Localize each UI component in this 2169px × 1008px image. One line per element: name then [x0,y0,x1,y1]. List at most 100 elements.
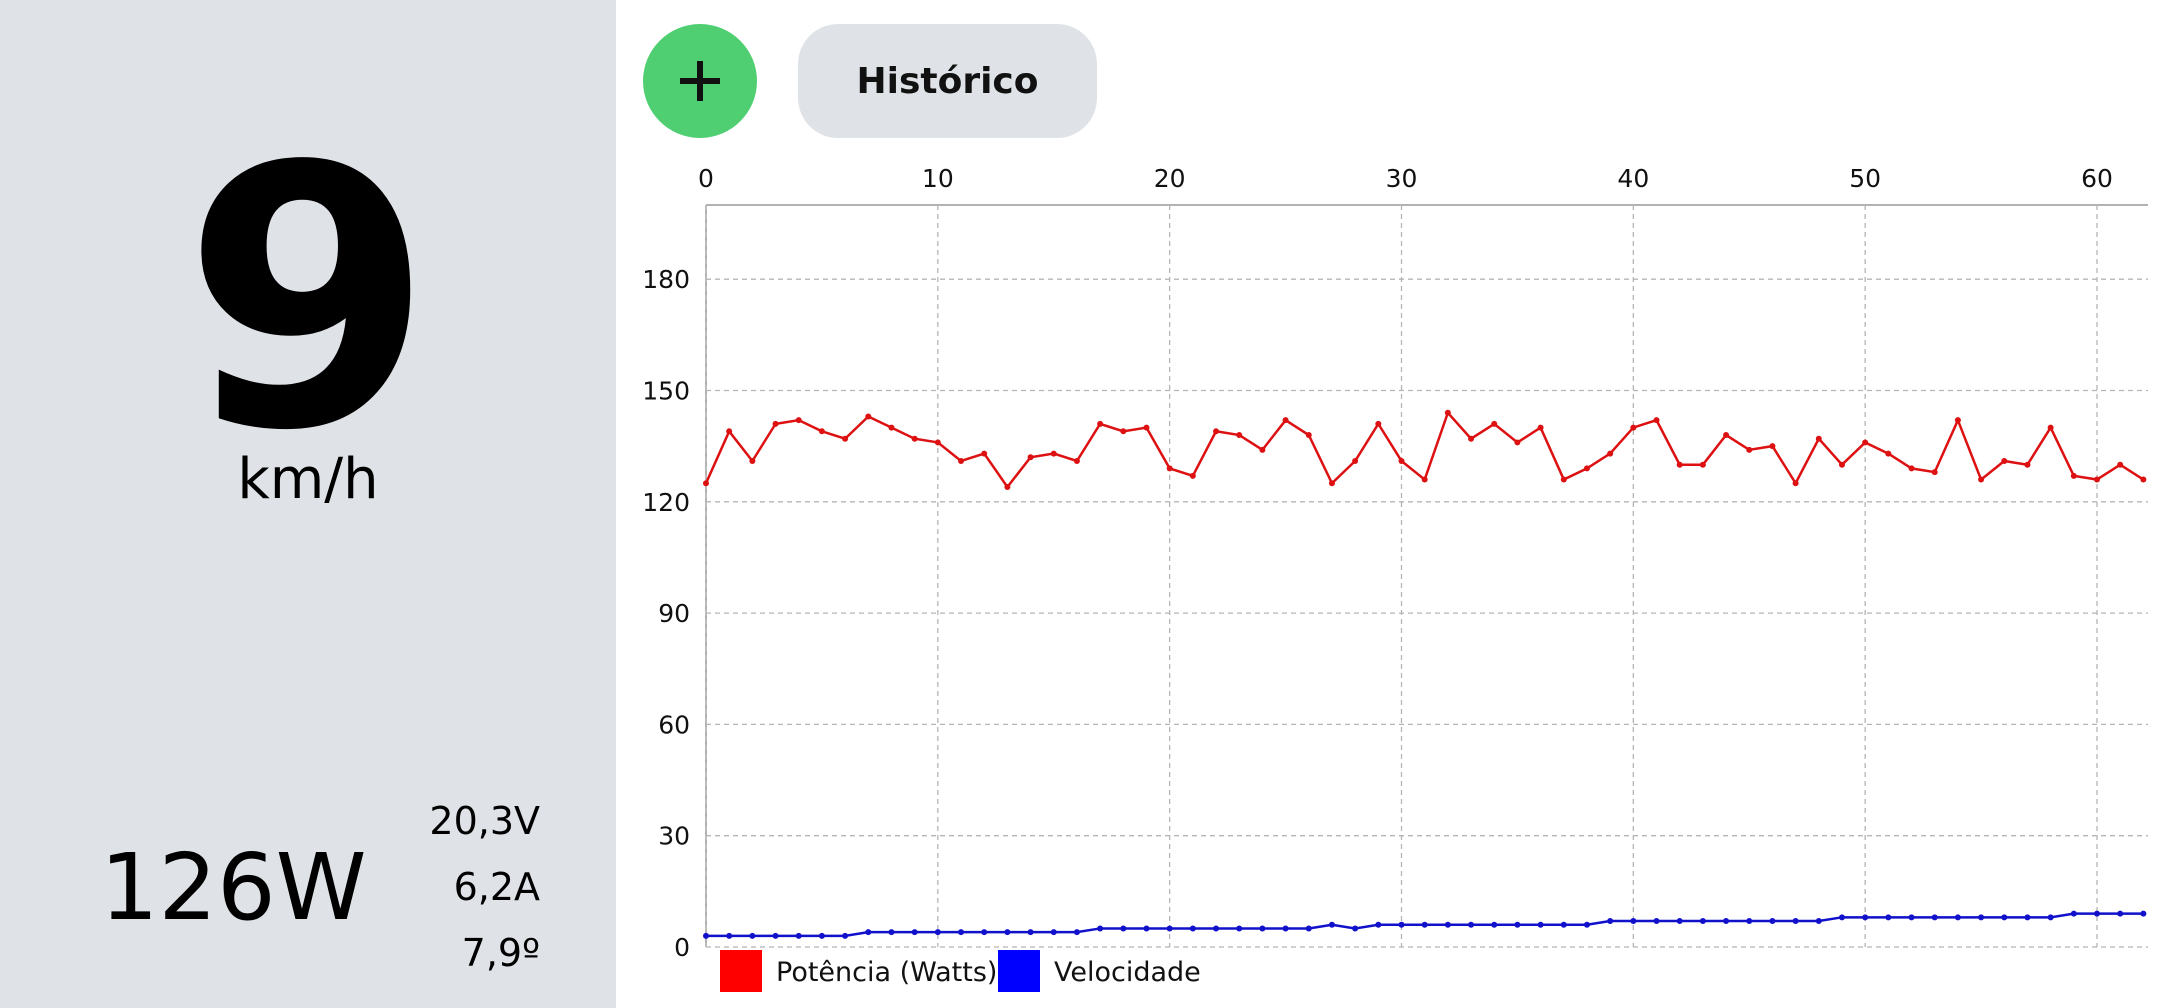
data-point [1491,921,1498,928]
data-point [749,932,756,939]
x-tick-label: 40 [1617,164,1649,193]
data-point [1468,435,1475,442]
data-point [1630,918,1637,925]
data-point [1444,921,1451,928]
data-point [1908,465,1915,472]
x-tick-label: 20 [1154,164,1186,193]
data-point [2001,457,2008,464]
data-point [1073,929,1080,936]
data-point [2070,472,2077,479]
data-point [1027,929,1034,936]
speed-value: 9 [182,90,434,509]
speed-unit: km/h [237,447,379,512]
data-point [1398,457,1405,464]
data-point [1676,918,1683,925]
data-point [1305,925,1312,932]
data-point [934,929,941,936]
data-point [2093,910,2100,917]
data-point [1885,914,1892,921]
data-point [1328,480,1335,487]
series-line [704,410,2145,490]
data-point [1004,929,1011,936]
y-tick-label: 0 [674,933,690,962]
data-point [818,932,825,939]
data-point [2140,910,2147,917]
y-tick-label: 120 [642,488,690,517]
data-point [1398,921,1405,928]
data-point [2024,914,2031,921]
data-point [818,428,825,435]
data-point [2047,914,2054,921]
data-point [1097,420,1104,427]
current-value: 6,2A [453,865,540,909]
data-point [1120,925,1127,932]
data-point [2140,476,2147,483]
data-point [1120,428,1127,435]
data-point [795,932,802,939]
x-tick-label: 30 [1386,164,1418,193]
data-point [911,929,918,936]
x-tick-label: 0 [698,164,714,193]
data-point [2001,914,2008,921]
y-tick-label: 30 [658,822,690,851]
data-point [1166,465,1173,472]
data-point [1050,929,1057,936]
data-point [865,929,872,936]
data-point [2047,424,2054,431]
data-point [1421,921,1428,928]
data-point [1583,465,1590,472]
data-point [1468,921,1475,928]
data-point [1444,409,1451,416]
y-tick-label: 150 [642,377,690,406]
voltage-value: 20,3V [429,799,540,843]
data-point [703,480,709,487]
data-point [1189,472,1196,479]
data-point [1282,417,1289,424]
data-point [1259,446,1266,453]
data-point [2117,910,2124,917]
data-point [1236,432,1243,439]
data-point [1838,461,1845,468]
data-point [1236,925,1243,932]
x-tick-label: 60 [2081,164,2113,193]
data-point [1931,914,1938,921]
data-point [981,929,988,936]
data-point [1792,480,1799,487]
data-point [1954,914,1961,921]
data-point [1213,428,1220,435]
data-point [911,435,918,442]
data-point [1491,420,1498,427]
legend-swatch [998,950,1040,992]
data-point [1560,476,1567,483]
data-point [1560,921,1567,928]
data-point [2070,910,2077,917]
data-point [1792,918,1799,925]
data-point [1723,918,1730,925]
data-point [1607,918,1614,925]
data-point [1862,439,1869,446]
data-point [1375,921,1382,928]
data-point [1305,432,1312,439]
data-point [1653,918,1660,925]
data-point [1769,443,1776,450]
data-point [1166,925,1173,932]
data-point [1607,450,1614,457]
data-point [1004,483,1011,490]
x-tick-label: 10 [922,164,954,193]
data-point [1954,417,1961,424]
data-point [1815,918,1822,925]
data-point [1421,476,1428,483]
history-button[interactable]: Histórico [798,24,1097,138]
power-value: 126W [100,834,367,941]
data-point [1328,921,1335,928]
add-button[interactable] [643,24,757,138]
data-point [726,428,733,435]
data-point [1073,457,1080,464]
data-point [772,932,779,939]
data-point [1838,914,1845,921]
data-point [1282,925,1289,932]
legend-label: Velocidade [1054,957,1201,988]
x-tick-label: 50 [1849,164,1881,193]
data-point [1815,435,1822,442]
data-point [1027,454,1034,461]
